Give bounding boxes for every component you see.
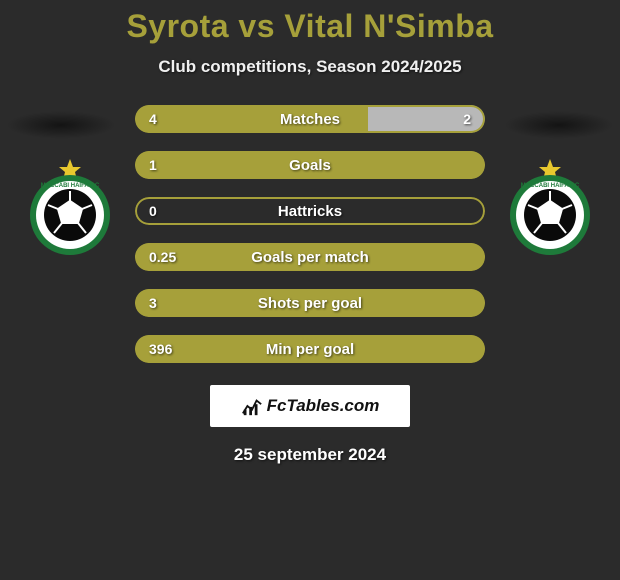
club-badge-icon: MACCABI HAIFA F.C (500, 157, 600, 257)
stat-label: Hattricks (135, 197, 485, 225)
stat-row: 0Hattricks (135, 197, 485, 225)
chart-icon (241, 395, 263, 417)
branding-suffix: .com (340, 396, 380, 415)
stat-row: 42Matches (135, 105, 485, 133)
player2-name: Vital N'Simba (284, 8, 493, 44)
date-label: 25 september 2024 (0, 445, 620, 465)
stat-row: 1Goals (135, 151, 485, 179)
subtitle: Club competitions, Season 2024/2025 (0, 57, 620, 77)
branding-tables: Tables (286, 396, 339, 415)
stat-row: 396Min per goal (135, 335, 485, 363)
stats-arena: MACCABI HAIFA F.C MACCABI H (0, 105, 620, 363)
branding-fc: Fc (267, 396, 287, 415)
player2-club-logo: MACCABI HAIFA F.C (500, 157, 600, 257)
stat-row: 0.25Goals per match (135, 243, 485, 271)
stat-label: Matches (135, 105, 485, 133)
svg-text:MACCABI HAIFA F.C: MACCABI HAIFA F.C (521, 183, 580, 189)
stat-row: 3Shots per goal (135, 289, 485, 317)
svg-text:MACCABI HAIFA F.C: MACCABI HAIFA F.C (41, 183, 100, 189)
club-badge-icon: MACCABI HAIFA F.C (20, 157, 120, 257)
player1-shadow (6, 111, 116, 139)
stat-label: Min per goal (135, 335, 485, 363)
page-title: Syrota vs Vital N'Simba (0, 8, 620, 45)
player1-club-logo: MACCABI HAIFA F.C (20, 157, 120, 257)
stat-label: Goals (135, 151, 485, 179)
branding-badge[interactable]: FcTables.com (210, 385, 410, 427)
player1-name: Syrota (126, 8, 229, 44)
comparison-card: Syrota vs Vital N'Simba Club competition… (0, 0, 620, 465)
stat-bars: 42Matches 1Goals 0Hattricks 0.25Goals per m… (135, 105, 485, 363)
stat-label: Goals per match (135, 243, 485, 271)
stat-label: Shots per goal (135, 289, 485, 317)
vs-text: vs (238, 8, 275, 44)
branding-text: FcTables.com (267, 396, 380, 416)
player2-shadow (504, 111, 614, 139)
